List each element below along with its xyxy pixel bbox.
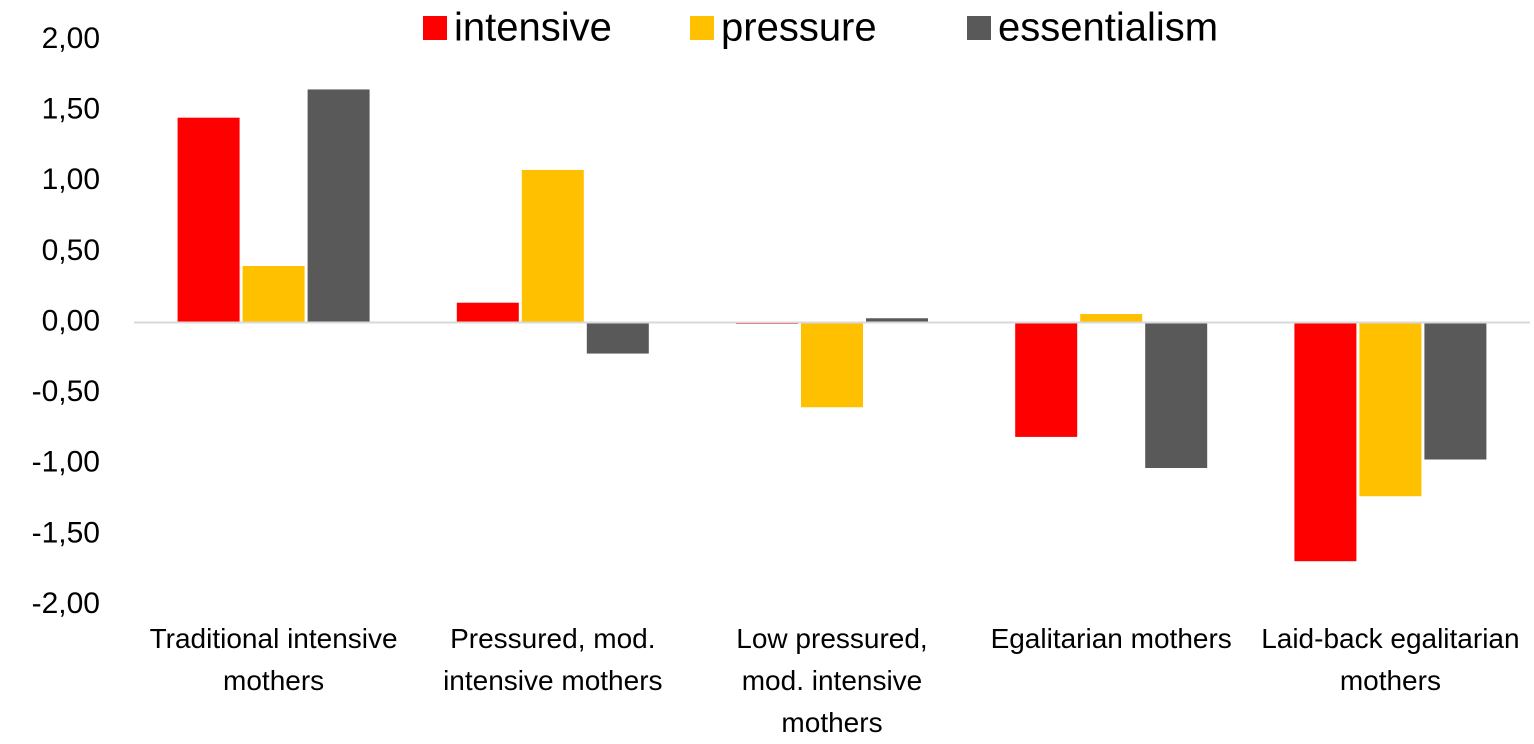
legend-label: essentialism (998, 6, 1218, 50)
bar (866, 318, 928, 323)
y-tick-label: 1,00 (42, 163, 100, 196)
x-tick-label: Low pressured, mod. intensive mothers (736, 623, 928, 738)
bar (1359, 322, 1422, 497)
legend-label: intensive (454, 6, 612, 50)
bar (177, 117, 240, 323)
bar (1015, 322, 1078, 437)
y-tick-label: 0,00 (42, 304, 100, 337)
y-tick-label: -0,50 (32, 375, 100, 408)
x-tick-label: Laid-back egalitarian mothers (1261, 623, 1520, 696)
y-tick-label: 1,50 (42, 93, 100, 126)
bar (242, 266, 305, 323)
bar (1145, 322, 1208, 468)
y-tick-label: 2,00 (42, 22, 100, 55)
bar (586, 322, 649, 354)
legend-label: pressure (721, 6, 877, 50)
legend-swatch (690, 16, 714, 40)
bar (801, 322, 863, 408)
y-tick-label: -1,00 (32, 446, 100, 479)
legend-swatch (967, 16, 991, 40)
bar (1080, 314, 1143, 323)
x-tick-label: Pressured, mod. intensive mothers (443, 623, 663, 696)
bar (307, 89, 370, 323)
x-tick-label: Egalitarian mothers (990, 623, 1232, 654)
y-tick-label: 0,50 (42, 234, 100, 267)
bar (1424, 322, 1487, 460)
y-tick-label: -1,50 (32, 516, 100, 549)
x-tick-label: Traditional intensive mothers (149, 623, 398, 696)
y-tick-label: -2,00 (32, 587, 100, 620)
bar (521, 169, 584, 323)
bar (456, 302, 519, 323)
legend-swatch (423, 16, 447, 40)
bar (1294, 322, 1357, 562)
